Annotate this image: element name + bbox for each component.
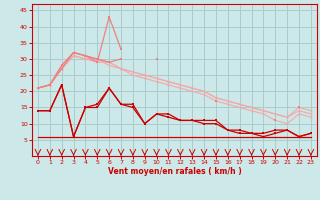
X-axis label: Vent moyen/en rafales ( km/h ): Vent moyen/en rafales ( km/h ) (108, 167, 241, 176)
